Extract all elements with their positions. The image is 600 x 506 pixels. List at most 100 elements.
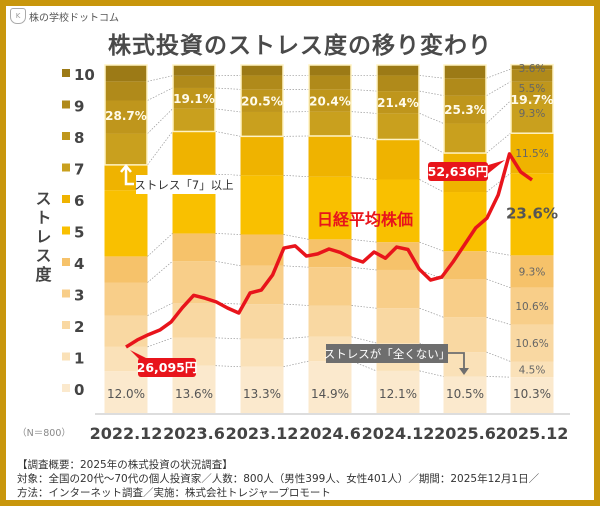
- start-price-badge: [138, 358, 196, 377]
- x-axis: （N＝800） 2022.12 2023.6 2023.12 2024.6 2024.12…: [17, 413, 570, 443]
- footer-line-3: 方法：インターネット調査／実施：株式会社トレジャープロモート: [17, 487, 331, 499]
- connector-line: [486, 81, 511, 96]
- connector-line: [215, 260, 241, 267]
- bar-segment-level-8: [172, 87, 216, 109]
- bar-segment-level-6: [308, 135, 352, 177]
- connector-line: [419, 75, 444, 79]
- bar-segment-level-2: [443, 317, 487, 353]
- x-tick-label: 2025.12: [496, 424, 569, 443]
- stress-7-callout: ストレス「7」以上: [134, 178, 233, 192]
- connector-line: [486, 172, 511, 193]
- legend-swatch-8: [62, 132, 70, 140]
- connector-line: [283, 360, 309, 368]
- bar-segment-level-5: [104, 190, 148, 257]
- stress-7-plus-box: [308, 64, 352, 137]
- connector-line: [147, 337, 173, 348]
- level-3-label: 10.6%: [515, 301, 548, 313]
- stress-7-plus-label: 19.7%: [510, 92, 554, 107]
- bar-segment-level-4: [104, 256, 148, 283]
- bar-segment-level-0: [308, 361, 352, 413]
- bar-segment-level-2: [104, 315, 148, 347]
- bar-segment-level-6: [172, 131, 216, 175]
- bar-segment-level-8: [443, 95, 487, 124]
- connector-line: [147, 87, 173, 101]
- connector-line: [351, 336, 377, 344]
- level-0-label: 14.9%: [311, 387, 349, 401]
- connector-line: [147, 261, 173, 283]
- legend-label-1: 1: [74, 350, 84, 368]
- footer-line-2: 対象：全国の20代～70代の個人投資家／人数：800人（男性399人、女性401…: [17, 473, 540, 485]
- bar-segment-level-4: [172, 233, 216, 262]
- value-labels: 12.0% 13.6% 13.3% 14.9% 12.1% 10.5% 10.3% 28.7%…: [105, 63, 558, 401]
- peak-price-badge: [428, 162, 488, 181]
- legend-label-8: 8: [74, 129, 84, 147]
- connector-line: [486, 132, 511, 154]
- bar-segment-level-8: [510, 81, 554, 101]
- legend-swatch-9: [62, 100, 70, 109]
- stress-7-callout-box: [136, 175, 232, 194]
- stress-7-plus-label: 25.3%: [444, 103, 486, 117]
- no-stress-callout: ストレスが「全くない」: [324, 347, 451, 361]
- connector-line: [419, 370, 444, 377]
- connector-line: [215, 173, 241, 176]
- bar-segment-level-2: [510, 324, 554, 362]
- connector-line: [147, 108, 173, 134]
- stress-7-plus-box: [443, 64, 487, 154]
- bar-segment-level-7: [308, 111, 352, 136]
- stress-7-plus-label: 20.4%: [309, 94, 351, 108]
- connector-line: [419, 90, 444, 96]
- connector-line: [351, 89, 377, 92]
- connector-line: [215, 233, 241, 235]
- legend-label-3: 3: [74, 287, 84, 305]
- level-5-label: 23.6%: [506, 204, 558, 222]
- x-tick-label: 2022.12: [90, 424, 163, 443]
- level-0-label: 13.6%: [175, 387, 213, 401]
- connector-line: [147, 75, 173, 82]
- connector-line: [419, 113, 444, 124]
- bar-segment-level-2: [308, 305, 352, 337]
- connector-line: [147, 233, 173, 257]
- bar-segment-level-3: [104, 282, 148, 316]
- legend-swatch-10: [62, 69, 70, 77]
- footer-line-1: 【調査概要：2025年の株式投資の状況調査】: [17, 459, 233, 471]
- bar-segment-level-0: [240, 366, 284, 413]
- legend-label-5: 5: [74, 224, 84, 242]
- level-8-label: 5.5%: [519, 83, 546, 95]
- bar-segment-level-4: [510, 255, 554, 288]
- bar-segment-level-9: [240, 75, 284, 90]
- level-6-label: 11.5%: [515, 148, 548, 160]
- bar-segment-level-2: [240, 304, 284, 339]
- bar-segment-level-7: [376, 113, 420, 140]
- connector-line: [351, 266, 377, 271]
- legend-swatch-6: [62, 195, 70, 203]
- bar-segment-level-6: [376, 139, 420, 180]
- bar-segment-level-10: [308, 65, 352, 76]
- stress-7-plus-label: 19.1%: [173, 92, 215, 106]
- x-tick-label: 2024.12: [362, 424, 435, 443]
- no-stress-callout-box: [326, 344, 448, 363]
- level-0-label: 13.3%: [243, 387, 281, 401]
- stress-7-plus-box: [510, 63, 554, 134]
- legend-swatch-1: [62, 352, 70, 361]
- connector-line: [419, 241, 444, 252]
- bar-segment-level-9: [308, 75, 352, 90]
- legend-swatch-3: [62, 289, 70, 298]
- bar-segment-level-9: [172, 75, 216, 88]
- bar-segment-level-5: [308, 176, 352, 240]
- bar-segment-level-7: [510, 100, 554, 134]
- legend-title: ストレス度: [33, 190, 52, 285]
- start-badge-pointer: [130, 350, 150, 360]
- stress-7-plus-label: 20.5%: [241, 95, 283, 109]
- legend-label-9: 9: [74, 98, 84, 116]
- bar-segment-level-3: [376, 269, 420, 309]
- bar-segment-level-10: [104, 65, 148, 82]
- connector-line: [486, 278, 511, 289]
- bar-segment-level-8: [104, 100, 148, 134]
- bar-segment-level-1: [510, 361, 554, 378]
- stress-7-plus-label: 21.4%: [377, 96, 419, 110]
- connector-line: [351, 135, 377, 140]
- legend-swatch-0: [62, 384, 70, 392]
- down-arrow-icon: [459, 368, 469, 375]
